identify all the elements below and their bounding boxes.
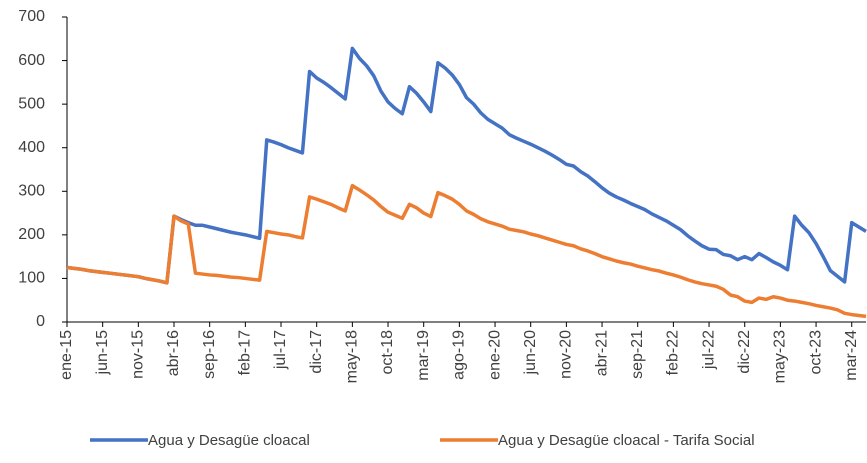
- y-tick-label: 600: [18, 52, 45, 69]
- x-tick-label: dic-22: [736, 330, 753, 374]
- x-tick-label: sep-21: [629, 330, 646, 379]
- series-line: [66, 46, 867, 285]
- x-tick-label: ago-19: [451, 330, 468, 380]
- y-tick-label: 300: [18, 183, 45, 200]
- x-tick-label: jul-17: [272, 330, 289, 370]
- x-tick-label: may-18: [344, 330, 361, 383]
- x-tick-label: ene-15: [58, 330, 75, 380]
- x-tick-label: jun-20: [522, 330, 539, 376]
- y-tick-label: 700: [18, 8, 45, 25]
- y-tick-label: 200: [18, 226, 45, 243]
- x-tick-label: oct-18: [379, 330, 396, 375]
- x-tick-label: nov-20: [558, 330, 575, 379]
- x-tick-label: nov-15: [130, 330, 147, 379]
- x-tick-label: feb-22: [665, 330, 682, 375]
- y-tick-label: 100: [18, 270, 45, 287]
- x-tick-label: oct-23: [807, 330, 824, 375]
- series-line: [66, 183, 867, 319]
- x-tick-label: may-23: [772, 330, 789, 383]
- x-tick-label: abr-16: [165, 330, 182, 376]
- x-tick-label: dic-17: [308, 330, 325, 374]
- y-tick-label: 400: [18, 139, 45, 156]
- x-tick-label: mar-24: [843, 330, 860, 381]
- legend-label: Agua y Desagüe cloacal: [148, 432, 310, 449]
- x-tick-label: ene-20: [486, 330, 503, 380]
- legend-label: Agua y Desagüe cloacal - Tarifa Social: [498, 432, 755, 449]
- x-tick-label: mar-19: [415, 330, 432, 381]
- x-tick-label: abr-21: [593, 330, 610, 376]
- x-tick-label: feb-17: [237, 330, 254, 375]
- x-tick-label: jun-15: [94, 330, 111, 376]
- y-tick-label: 0: [36, 313, 45, 330]
- x-tick-label: sep-16: [201, 330, 218, 379]
- x-tick-label: jul-22: [700, 330, 717, 370]
- y-tick-label: 500: [18, 95, 45, 112]
